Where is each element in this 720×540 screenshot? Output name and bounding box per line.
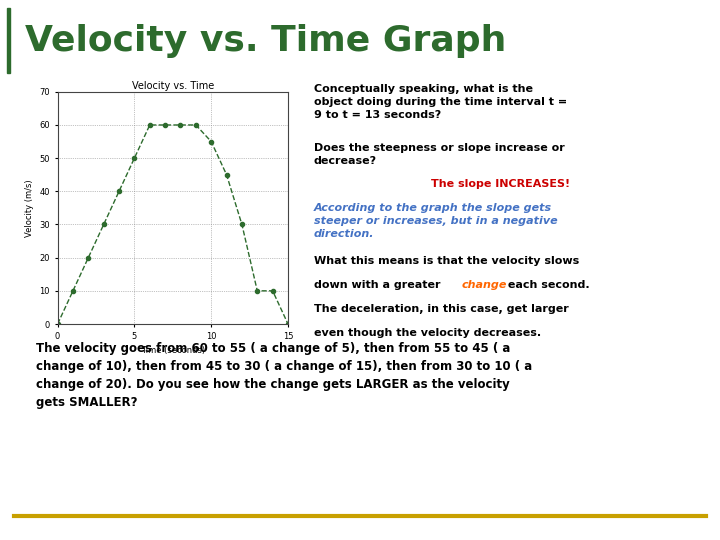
Text: each second.: each second. [504, 280, 590, 290]
Text: Conceptually speaking, what is the
object doing during the time interval t =
9 t: Conceptually speaking, what is the objec… [314, 84, 567, 120]
Text: change: change [462, 280, 508, 290]
Text: According to the graph the slope gets
steeper or increases, but in a negative
di: According to the graph the slope gets st… [314, 203, 557, 239]
Text: Does the steepness or slope increase or
decrease?: Does the steepness or slope increase or … [314, 143, 564, 166]
X-axis label: Time (seconds): Time (seconds) [140, 346, 205, 355]
Text: The slope INCREASES!: The slope INCREASES! [431, 179, 570, 188]
Text: The velocity goes from 60 to 55 ( a change of 5), then from 55 to 45 ( a
change : The velocity goes from 60 to 55 ( a chan… [36, 342, 532, 409]
Text: Velocity vs. Time Graph: Velocity vs. Time Graph [24, 24, 506, 57]
Text: down with a greater: down with a greater [314, 280, 444, 290]
Y-axis label: Velocity (m/s): Velocity (m/s) [24, 179, 34, 237]
Text: even though the velocity decreases.: even though the velocity decreases. [314, 328, 541, 339]
Title: Velocity vs. Time: Velocity vs. Time [132, 81, 214, 91]
Text: The deceleration, in this case, get larger: The deceleration, in this case, get larg… [314, 305, 568, 314]
Text: What this means is that the velocity slows: What this means is that the velocity slo… [314, 256, 579, 266]
